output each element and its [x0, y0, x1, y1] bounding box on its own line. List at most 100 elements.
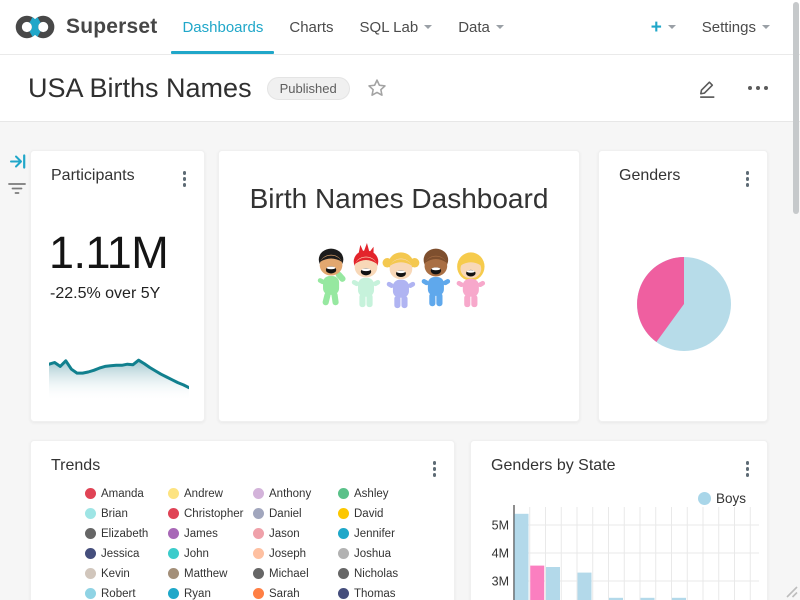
children-illustration — [315, 241, 485, 311]
nav-label: Charts — [289, 19, 333, 36]
legend-dot — [168, 508, 179, 519]
legend-item[interactable]: Kevin — [85, 567, 168, 580]
expand-filter-bar-icon[interactable] — [10, 153, 27, 175]
legend-item[interactable]: John — [168, 547, 253, 560]
edit-pencil-icon[interactable] — [697, 77, 718, 99]
legend-item[interactable]: Matthew — [168, 567, 253, 580]
legend-dot — [253, 508, 264, 519]
legend-item[interactable]: James — [168, 527, 253, 540]
trends-legend: Amanda Andrew Anthony Ashley Brian Christophe… — [85, 487, 430, 600]
filters-icon[interactable] — [8, 182, 26, 200]
published-badge[interactable]: Published — [267, 77, 350, 100]
more-actions-icon[interactable] — [744, 82, 772, 94]
nav-label: Data — [458, 19, 490, 36]
legend-item[interactable]: Brian — [85, 507, 168, 520]
big-number-value: 1.11M — [49, 227, 204, 279]
legend-dot — [168, 588, 179, 599]
legend-item[interactable]: Ashley — [338, 487, 430, 500]
bar-girls[interactable] — [530, 566, 544, 600]
chart-title: Trends — [51, 457, 100, 475]
legend-label: Sarah — [269, 588, 300, 600]
legend-item[interactable]: Jason — [253, 527, 338, 540]
legend-item[interactable]: Robert — [85, 587, 168, 600]
legend-item[interactable]: Christopher — [168, 507, 253, 520]
settings-label: Settings — [702, 19, 756, 36]
chevron-down-icon — [424, 25, 432, 29]
big-number-subheader: -22.5% over 5Y — [50, 285, 204, 303]
trends-card: Trends Amanda Andrew Anthony Ashley Brian Chr… — [30, 440, 455, 600]
superset-infinity-icon — [14, 12, 58, 42]
legend-dot — [338, 508, 349, 519]
legend-item[interactable]: Joseph — [253, 547, 338, 560]
legend-dot — [338, 528, 349, 539]
legend-label: Michael — [269, 568, 309, 580]
bar-boys[interactable] — [578, 573, 592, 600]
kebab-menu-icon[interactable] — [740, 457, 756, 481]
main-nav: Dashboards Charts SQL Lab Data — [169, 0, 516, 55]
legend-item[interactable]: Andrew — [168, 487, 253, 500]
favorite-star-icon[interactable] — [366, 77, 388, 99]
navbar: Superset Dashboards Charts SQL Lab Data … — [0, 0, 800, 55]
legend-item[interactable]: David — [338, 507, 430, 520]
chevron-down-icon — [668, 25, 676, 29]
legend-label: Joshua — [354, 548, 391, 560]
legend-dot — [168, 568, 179, 579]
legend-label: Jennifer — [354, 528, 395, 540]
legend-dot — [168, 488, 179, 499]
legend-item[interactable]: Elizabeth — [85, 527, 168, 540]
bar-boys[interactable] — [515, 514, 529, 600]
bar-boys[interactable] — [546, 567, 560, 600]
legend-dot — [253, 548, 264, 559]
legend-dot — [253, 528, 264, 539]
brand-text: Superset — [66, 15, 157, 39]
legend-item[interactable]: Nicholas — [338, 567, 430, 580]
settings-menu[interactable]: Settings — [702, 19, 770, 36]
legend-item[interactable]: Thomas — [338, 587, 430, 600]
superset-logo[interactable]: Superset — [14, 12, 157, 42]
legend-item[interactable]: Ryan — [168, 587, 253, 600]
chart-title: Genders by State — [491, 457, 616, 475]
legend-item[interactable]: Amanda — [85, 487, 168, 500]
nav-item-dashboards[interactable]: Dashboards — [169, 0, 276, 55]
legend-dot — [253, 488, 264, 499]
legend-item[interactable]: Jennifer — [338, 527, 430, 540]
sparkline-chart — [49, 344, 189, 402]
legend-label: Brian — [101, 508, 128, 520]
legend-dot — [338, 588, 349, 599]
legend-label: Ashley — [354, 488, 389, 500]
genders-pie-chart[interactable] — [599, 197, 769, 412]
nav-item-sql-lab[interactable]: SQL Lab — [347, 0, 446, 55]
markdown-card: Birth Names Dashboard — [218, 150, 580, 422]
chevron-down-icon — [762, 25, 770, 29]
kebab-menu-icon[interactable] — [740, 167, 756, 191]
legend-label: Jason — [269, 528, 300, 540]
legend-dot — [85, 508, 96, 519]
legend-dot — [168, 548, 179, 559]
scrollbar-thumb[interactable] — [793, 2, 799, 214]
kebab-menu-icon[interactable] — [427, 457, 443, 481]
legend-label: John — [184, 548, 209, 560]
legend-label: Ryan — [184, 588, 211, 600]
legend-label: Kevin — [101, 568, 130, 580]
legend-item[interactable]: Michael — [253, 567, 338, 580]
legend-item[interactable]: Daniel — [253, 507, 338, 520]
new-dropdown-button[interactable]: + — [651, 18, 676, 37]
resize-handle-icon[interactable] — [784, 584, 798, 600]
legend-item[interactable]: Anthony — [253, 487, 338, 500]
legend-label: Jessica — [101, 548, 139, 560]
legend-label: Anthony — [269, 488, 311, 500]
chart-title: Genders — [619, 167, 680, 185]
legend-item[interactable]: Sarah — [253, 587, 338, 600]
kebab-menu-icon[interactable] — [177, 167, 193, 191]
nav-item-charts[interactable]: Charts — [276, 0, 346, 55]
nav-item-data[interactable]: Data — [445, 0, 517, 55]
legend-dot — [85, 548, 96, 559]
legend-item[interactable]: Joshua — [338, 547, 430, 560]
legend-label: Amanda — [101, 488, 144, 500]
markdown-heading: Birth Names Dashboard — [219, 183, 579, 215]
legend-label: James — [184, 528, 218, 540]
legend-dot — [85, 488, 96, 499]
navbar-right: + Settings — [651, 18, 786, 37]
dashboard-canvas: Participants 1.11M -22.5% over 5Y Birth … — [0, 122, 800, 600]
legend-item[interactable]: Jessica — [85, 547, 168, 560]
